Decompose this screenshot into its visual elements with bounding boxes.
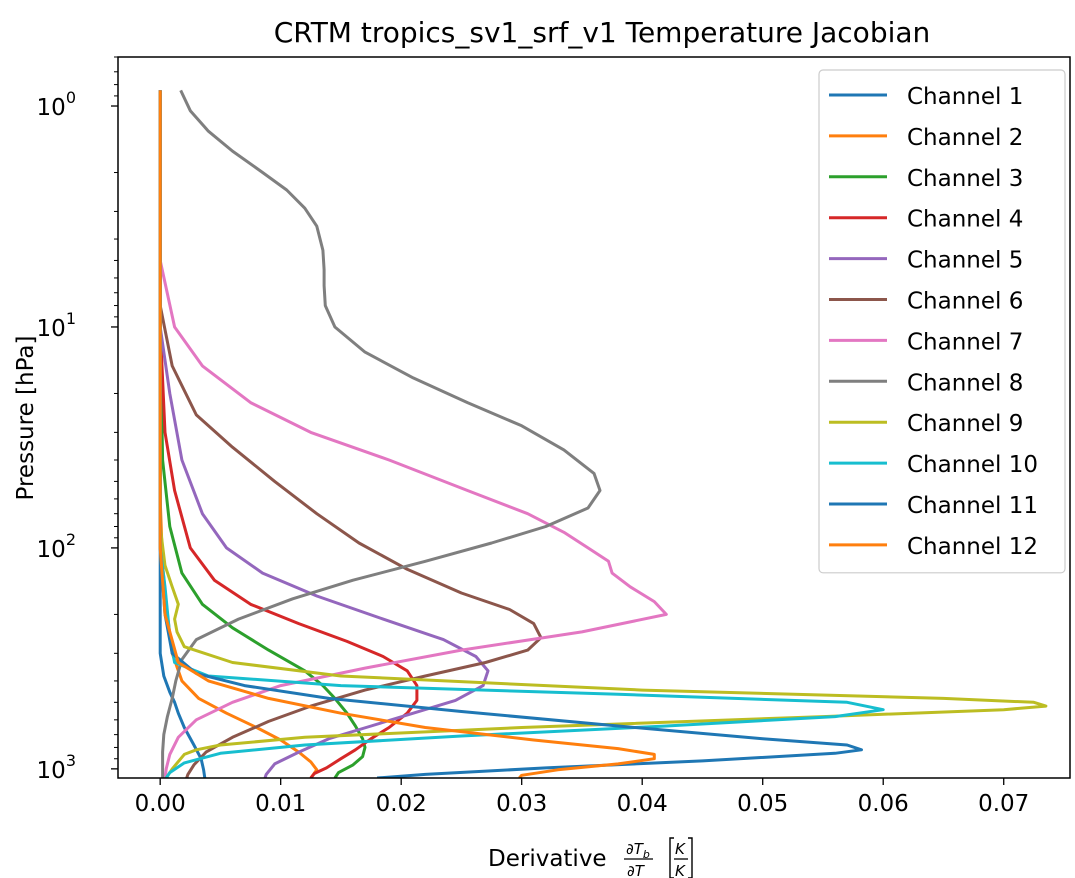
series-line-channel-11 — [158, 90, 863, 778]
y-axis-label: Pressure [hPa] — [13, 336, 39, 501]
y-tick-label: 103 — [37, 751, 76, 784]
y-tick-label: 102 — [37, 530, 76, 563]
legend: Channel 1 Channel 2 Channel 3 Channel 4 Chan… — [818, 69, 1066, 574]
legend-label: Channel 1 — [907, 84, 1023, 110]
legend-label: Channel 5 — [907, 248, 1023, 274]
x-axis-label-unit-denominator: K — [675, 862, 686, 878]
series-line-channel-6 — [158, 90, 543, 778]
x-tick-label: 0.06 — [858, 791, 909, 817]
legend-label: Channel 2 — [907, 125, 1023, 151]
x-axis-label-numerator: ∂Tb — [626, 840, 650, 861]
legend-label: Channel 11 — [907, 493, 1038, 519]
legend-box — [818, 69, 1066, 574]
x-tick-label: 0.01 — [255, 791, 306, 817]
series-line-channel-4 — [158, 90, 419, 778]
plot-area — [117, 56, 1071, 779]
chart-title: CRTM tropics_sv1_srf_v1 Temperature Jaco… — [274, 16, 931, 49]
series-line-channel-10 — [158, 90, 885, 778]
series-line-channel-12 — [158, 90, 656, 778]
legend-label: Channel 6 — [907, 289, 1023, 315]
series-line-channel-8 — [161, 89, 602, 778]
x-axis-label-denominator: ∂T — [627, 862, 646, 878]
legend-label: Channel 8 — [907, 370, 1023, 396]
y-tick-exponent: 2 — [66, 530, 76, 549]
y-tick-exponent: 1 — [66, 309, 76, 328]
x-tick-label: 0.02 — [376, 791, 427, 817]
y-tick-label: 100 — [37, 88, 76, 121]
legend-label: Channel 12 — [907, 534, 1038, 560]
x-axis-label: Derivative ∂Tb ∂T K K — [488, 837, 693, 878]
x-tick-label: 0.00 — [135, 791, 186, 817]
y-tick-exponent: 0 — [66, 88, 76, 107]
x-axis-label-fraction: ∂Tb ∂T — [624, 840, 653, 878]
legend-label: Channel 10 — [907, 452, 1038, 478]
legend-label: Channel 7 — [907, 329, 1023, 355]
axes-frame — [117, 56, 1071, 779]
x-tick-label: 0.04 — [617, 791, 668, 817]
series-lines — [158, 89, 1048, 778]
series-line-channel-9 — [158, 90, 1048, 778]
x-axis-label-text: Derivative — [488, 846, 607, 872]
series-line-channel-7 — [158, 90, 668, 778]
legend-label: Channel 4 — [907, 207, 1023, 233]
y-tick-label: 101 — [37, 309, 76, 342]
x-tick-label: 0.03 — [496, 791, 547, 817]
series-line-channel-5 — [158, 90, 490, 778]
x-axis-ticks: 0.00 0.01 0.02 0.03 0.04 0.05 0.06 0.07 — [135, 778, 1029, 817]
x-tick-label: 0.07 — [978, 791, 1029, 817]
legend-label: Channel 3 — [907, 166, 1023, 192]
y-tick-exponent: 3 — [66, 751, 76, 770]
x-axis-label-unit-numerator: K — [675, 840, 686, 858]
x-axis-label-units: K K — [669, 837, 693, 878]
series-line-channel-2 — [158, 90, 319, 778]
x-tick-label: 0.05 — [737, 791, 788, 817]
legend-label: Channel 9 — [907, 411, 1023, 437]
